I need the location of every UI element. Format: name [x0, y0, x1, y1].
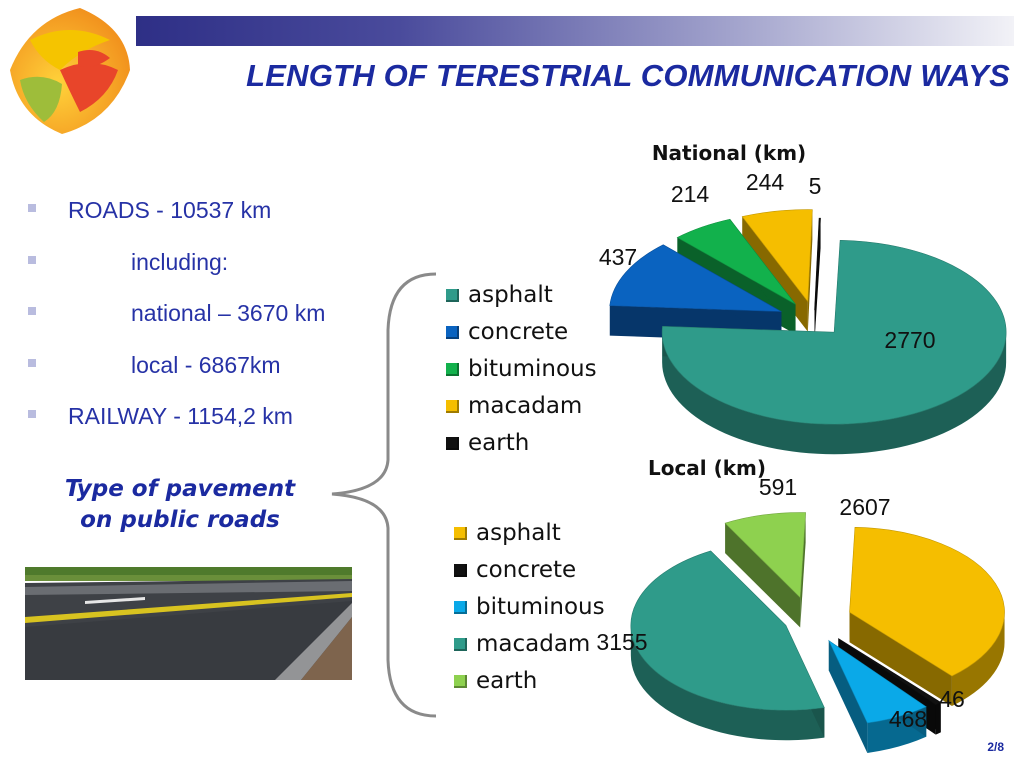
legend-swatch	[446, 326, 459, 339]
bullet-item: local - 6867km	[28, 345, 408, 397]
legend-swatch	[454, 675, 467, 688]
pie-slice-earth	[814, 217, 821, 311]
pie-slice-edge	[814, 218, 821, 341]
pie-slice-earth	[724, 512, 806, 599]
page-title: LENGTH OF TERESTRIAL COMMUNICATION WAYS	[246, 58, 1010, 93]
title-bar	[136, 16, 1014, 46]
pie-slice-bituminous	[828, 639, 927, 724]
legend-label: asphalt	[468, 282, 553, 308]
pie-slice-asphalt	[849, 526, 1005, 677]
legend-swatch	[446, 400, 459, 413]
legend-swatch	[454, 527, 467, 540]
legend-label: macadam	[468, 393, 583, 419]
pie-slice-bituminous	[676, 218, 796, 305]
bullet-text: national – 3670 km	[131, 300, 326, 326]
chart-title: National (km)	[652, 141, 806, 165]
pie-slice-macadam	[741, 209, 813, 303]
bullet-item: including:	[28, 242, 408, 294]
data-label: 214	[671, 181, 710, 207]
data-label: 46	[939, 686, 965, 712]
pie-slice-side	[951, 612, 1005, 707]
pie-slice-edge	[849, 612, 952, 707]
legend-swatch	[454, 601, 467, 614]
pie-slice-concrete	[838, 638, 942, 705]
bullet-item: national – 3670 km	[28, 293, 408, 345]
legend-label: asphalt	[476, 520, 561, 546]
bullet-text: RAILWAY - 1154,2 km	[68, 403, 293, 429]
data-label: 3155	[596, 629, 647, 655]
data-label: 244	[746, 169, 785, 195]
pie-slice-asphalt	[661, 239, 1007, 425]
pie-slice-edge	[800, 512, 806, 628]
pie-slice-edge	[828, 640, 868, 753]
grouping-brace	[331, 272, 437, 718]
legend-label: concrete	[476, 557, 577, 583]
page-number: 2/8	[987, 740, 1004, 754]
bullet-text: local - 6867km	[131, 351, 281, 378]
bullet-item: ROADS - 10537 km	[28, 190, 408, 242]
data-label: 468	[889, 706, 927, 732]
chart-title: Local (km)	[648, 456, 766, 480]
pie-slice-side	[630, 625, 825, 741]
pavement-caption-line: Type of pavement	[64, 476, 296, 502]
data-label: 5	[809, 173, 822, 199]
pie-slice-edge	[807, 209, 813, 332]
bullet-item: RAILWAY - 1154,2 km	[28, 396, 408, 448]
legend-swatch	[454, 638, 467, 651]
legend-label: bituminous	[476, 594, 605, 620]
data-label: 2607	[839, 494, 890, 520]
bullet-text: ROADS - 10537 km	[68, 197, 272, 223]
legend-label: earth	[468, 430, 530, 456]
pie-slice-macadam	[630, 550, 825, 711]
bullet-list: ROADS - 10537 km including: national – 3…	[28, 190, 408, 448]
legend-swatch	[446, 437, 459, 450]
pie-slice-side	[662, 332, 1007, 455]
bullet-marker	[28, 358, 36, 367]
data-label: 591	[759, 474, 797, 500]
legend-label: concrete	[468, 319, 569, 345]
bullet-marker	[28, 307, 36, 315]
legend-label: macadam	[476, 631, 591, 657]
bullet-marker	[28, 410, 36, 418]
pavement-caption-line: on public roads	[80, 507, 280, 533]
pie-chart	[630, 512, 1005, 753]
pavement-caption: Type of pavement on public roads	[30, 474, 330, 536]
road-photo	[25, 567, 352, 680]
data-label: 2770	[884, 327, 935, 353]
bullet-text: including:	[131, 248, 229, 275]
pie-chart	[609, 209, 1007, 455]
legend-label: bituminous	[468, 356, 597, 382]
logo-icon	[10, 8, 130, 134]
legend-swatch	[446, 363, 459, 376]
bullet-marker	[28, 255, 36, 264]
legend-swatch	[446, 289, 459, 302]
legend-label: earth	[476, 668, 538, 694]
data-label: 437	[599, 244, 637, 270]
bullet-marker	[28, 204, 36, 212]
pie-slice-edge	[725, 523, 801, 628]
legend-swatch	[454, 564, 467, 577]
pie-slice-concrete	[609, 244, 782, 312]
